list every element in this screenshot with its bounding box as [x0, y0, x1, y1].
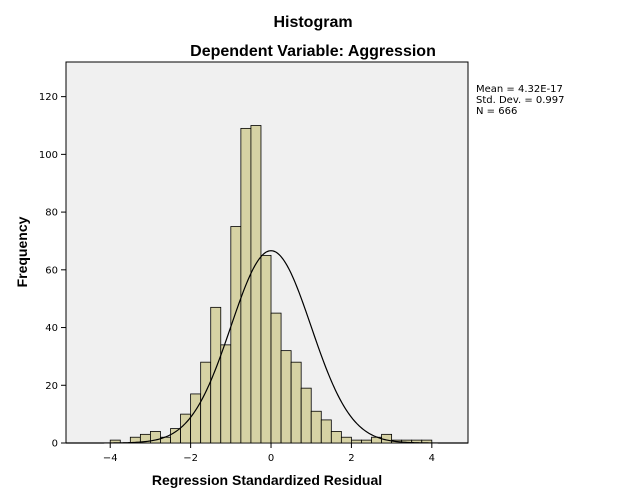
stats-line: Std. Dev. = 0.997 [476, 95, 565, 106]
histogram-bar [270, 312, 282, 444]
histogram-bar [280, 350, 292, 444]
stats-line: Mean = 4.32E-17 [476, 84, 563, 95]
stats-line: N = 666 [476, 106, 517, 117]
y-tick-label: 80 [45, 208, 58, 219]
x-axis: −4 −2 0 2 4 [103, 443, 435, 464]
histogram-bar [361, 439, 372, 444]
y-axis: 0 20 40 60 80 100 120 [39, 92, 66, 450]
histogram-bar [300, 387, 312, 444]
y-tick-label: 100 [39, 150, 58, 161]
histogram-bar [200, 361, 212, 444]
normal-curve [66, 250, 468, 444]
y-tick-label: 20 [45, 381, 58, 392]
chart-title: Histogram [273, 14, 352, 31]
histogram-bar [351, 439, 362, 444]
histogram-bar [230, 226, 242, 444]
x-tick-label: −4 [103, 453, 118, 464]
histogram-bar [330, 431, 342, 444]
histogram-bar [260, 254, 272, 444]
chart-subtitle: Dependent Variable: Aggression [190, 43, 436, 60]
histogram-bar [190, 393, 202, 444]
x-tick-label: 4 [429, 453, 435, 464]
y-tick-label: 120 [39, 92, 58, 103]
x-axis-label: Regression Standardized Residual [152, 472, 382, 488]
y-tick-label: 0 [52, 439, 58, 450]
histogram-bar [170, 428, 181, 444]
histogram-bar [250, 125, 262, 444]
histogram-bar [220, 344, 232, 444]
x-tick-label: 0 [268, 453, 274, 464]
x-tick-label: 2 [348, 453, 354, 464]
y-tick-label: 60 [45, 265, 58, 276]
x-tick-label: −2 [183, 453, 198, 464]
y-tick-label: 40 [45, 323, 58, 334]
histogram-bar [210, 306, 222, 444]
histogram-bar [310, 410, 322, 444]
histogram-bar [290, 361, 302, 444]
histogram-bar [340, 436, 352, 444]
histogram-bar [320, 419, 332, 444]
y-axis-label: Frequency [14, 216, 30, 287]
